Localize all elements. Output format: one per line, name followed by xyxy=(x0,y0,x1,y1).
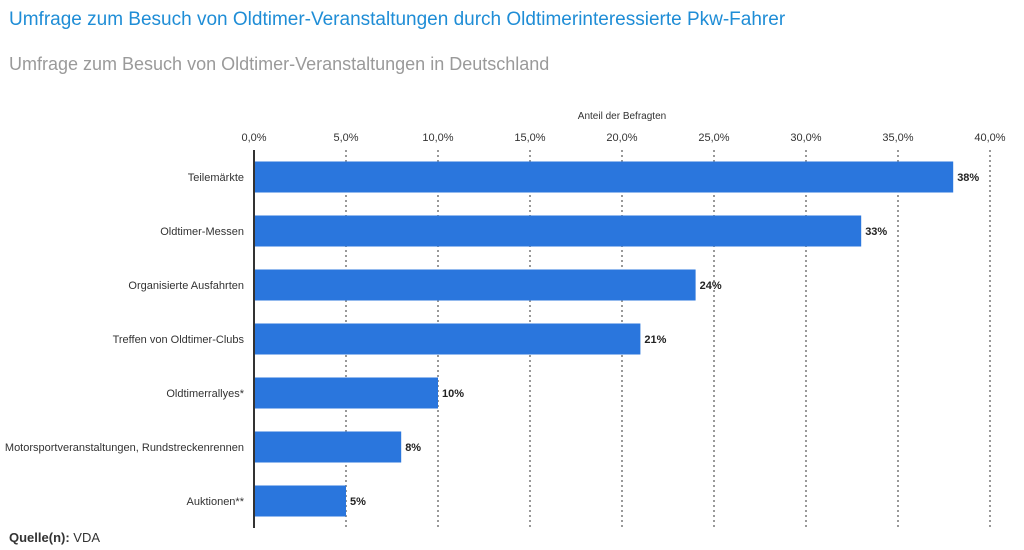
x-axis-title: Anteil der Befragten xyxy=(578,111,666,122)
x-tick-label: 5,0% xyxy=(333,132,358,144)
value-label: 38% xyxy=(957,172,979,184)
value-label: 5% xyxy=(350,496,366,508)
source-label: Quelle(n): xyxy=(9,530,70,545)
x-tick-label: 30,0% xyxy=(790,132,821,144)
bar xyxy=(254,377,438,409)
value-label: 21% xyxy=(644,334,666,346)
bar xyxy=(254,431,402,463)
source-value: VDA xyxy=(73,530,101,545)
x-tick-label: 0,0% xyxy=(241,132,266,144)
chart-subtitle: Umfrage zum Besuch von Oldtimer-Veransta… xyxy=(9,54,550,74)
bar xyxy=(254,161,954,193)
category-label: Organisierte Ausfahrten xyxy=(128,280,244,292)
grid-lines xyxy=(345,150,991,528)
source-note: Quelle(n): VDA xyxy=(9,530,100,545)
x-tick-label: 20,0% xyxy=(606,132,637,144)
category-label: Treffen von Oldtimer-Clubs xyxy=(113,334,245,346)
bar xyxy=(254,323,641,355)
value-label: 8% xyxy=(405,442,421,454)
x-tick-label: 15,0% xyxy=(514,132,545,144)
x-tick-label: 40,0% xyxy=(974,132,1005,144)
chart-title: Umfrage zum Besuch von Oldtimer-Veransta… xyxy=(9,9,786,30)
bar xyxy=(254,215,862,247)
category-label: Auktionen** xyxy=(187,496,245,508)
category-label: Motorsportveranstaltungen, Rundstreckenr… xyxy=(5,442,244,454)
category-label: Oldtimerrallyes* xyxy=(166,388,244,400)
bar xyxy=(254,485,346,517)
bars xyxy=(254,161,954,517)
value-label: 33% xyxy=(865,226,887,238)
category-labels: Teilemärkte Oldtimer-Messen Organisierte A… xyxy=(5,172,245,508)
x-tick-label: 25,0% xyxy=(698,132,729,144)
value-labels: 38% 33% 24% 21% 10% 8% 5% xyxy=(350,172,979,508)
x-axis-ticks: 0,0% 5,0% 10,0% 15,0% 20,0% 25,0% 30,0% 35,0% 40… xyxy=(241,132,1005,144)
bar xyxy=(254,269,696,301)
value-label: 24% xyxy=(700,280,722,292)
x-tick-label: 35,0% xyxy=(882,132,913,144)
value-label: 10% xyxy=(442,388,464,400)
category-label: Oldtimer-Messen xyxy=(160,226,244,238)
x-tick-label: 10,0% xyxy=(422,132,453,144)
category-label: Teilemärkte xyxy=(188,172,244,184)
